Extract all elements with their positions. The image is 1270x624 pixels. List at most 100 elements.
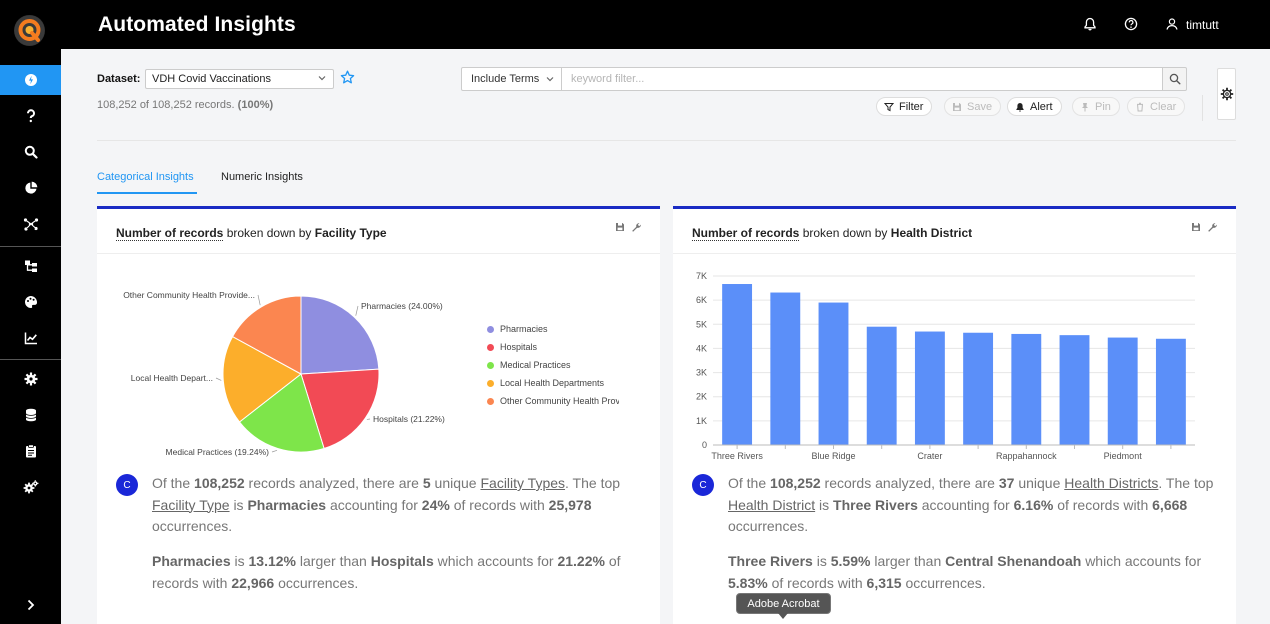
card-title-metric[interactable]: Number of records: [692, 226, 800, 241]
terms-mode-value: Include Terms: [471, 73, 540, 85]
legend-item[interactable]: Other Community Health Prov: [487, 392, 619, 410]
settings-button[interactable]: [1217, 68, 1236, 120]
legend-item[interactable]: Medical Practices: [487, 356, 619, 374]
y-tick-label: 5K: [696, 319, 707, 329]
filter-icon: [884, 102, 894, 111]
insight-card-health-district: Number of records broken down by Health …: [673, 206, 1236, 624]
tab-categorical-insights[interactable]: Categorical Insights: [97, 171, 194, 183]
tab-numeric-insights[interactable]: Numeric Insights: [221, 171, 303, 183]
alert-button-label: Alert: [1030, 100, 1053, 113]
insight-card-facility-type: Number of records broken down by Facilit…: [97, 206, 660, 624]
card-tools: [1191, 222, 1218, 233]
bar[interactable]: [1107, 337, 1138, 445]
sidebar-item-questions[interactable]: [0, 101, 61, 131]
insight-summary: Of the 108,252 records analyzed, there a…: [728, 475, 1214, 534]
clear-button-label: Clear: [1150, 100, 1177, 113]
card-title: Number of records broken down by Health …: [692, 226, 973, 241]
save-icon[interactable]: [615, 222, 625, 232]
legend-label: Pharmacies: [500, 324, 548, 334]
search-icon: [24, 145, 38, 159]
search-icon: [1169, 73, 1180, 85]
legend-item[interactable]: Hospitals: [487, 338, 619, 356]
pie-slice[interactable]: [238, 373, 325, 453]
sidebar-item-insights[interactable]: [0, 65, 61, 95]
pie-slice[interactable]: [300, 368, 380, 450]
dataset-label: Dataset:: [97, 73, 141, 85]
bar[interactable]: [1011, 333, 1042, 445]
sidebar-item-hierarchy[interactable]: [0, 251, 61, 281]
sidebar-item-settings[interactable]: [0, 364, 61, 394]
app-logo[interactable]: [14, 15, 45, 46]
sidebar-item-network[interactable]: [0, 209, 61, 239]
bell-icon: [1016, 102, 1024, 112]
pin-button[interactable]: Pin: [1072, 97, 1120, 116]
insights-icon: [24, 74, 37, 86]
header-divider: [97, 140, 1236, 141]
pie-slice[interactable]: [222, 335, 302, 423]
sidebar-divider: [0, 246, 61, 247]
bar[interactable]: [963, 332, 994, 445]
user-name[interactable]: timtutt: [1186, 18, 1219, 32]
star-icon[interactable]: [340, 70, 355, 90]
sidebar-item-trends[interactable]: [0, 323, 61, 353]
pie-legend: Pharmacies Hospitals Medical Practices L…: [487, 320, 619, 410]
search-button[interactable]: [1162, 67, 1187, 91]
pie-chart-icon: [24, 181, 37, 194]
sidebar-item-database[interactable]: [0, 400, 61, 430]
y-tick-label: 3K: [696, 368, 707, 378]
save-icon[interactable]: [1191, 222, 1201, 232]
insight-badge: C: [116, 474, 138, 496]
card-title-metric[interactable]: Number of records: [116, 226, 224, 241]
bar[interactable]: [1059, 335, 1090, 445]
sidebar-item-admin[interactable]: [0, 472, 61, 502]
pie-chart: Pharmacies (24.00%) Hospitals (21.22%) Med…: [123, 290, 445, 457]
active-tab-indicator: [97, 192, 197, 194]
clear-button[interactable]: Clear: [1127, 97, 1186, 116]
wrench-icon[interactable]: [1207, 222, 1218, 233]
help-icon[interactable]: [1124, 17, 1140, 33]
bar[interactable]: [866, 326, 897, 445]
palette-icon: [24, 296, 37, 308]
user-icon[interactable]: [1165, 17, 1181, 33]
alert-button[interactable]: Alert: [1007, 97, 1062, 116]
chevron-down-icon: [545, 74, 555, 87]
hierarchy-icon: [24, 260, 37, 272]
bar-chart: 0 1K 2K 3K 4K 5K 6K 7K Three Rivers Blue Ridge Cra…: [696, 271, 1195, 461]
pie-label-line: [215, 377, 222, 381]
sidebar-item-charts[interactable]: [0, 173, 61, 203]
card-title-dimension: Health District: [890, 226, 973, 240]
sidebar-item-palette[interactable]: [0, 287, 61, 317]
records-count-text: 108,252 of 108,252 records.: [97, 99, 235, 111]
bar[interactable]: [914, 331, 945, 445]
card-divider: [97, 253, 660, 254]
insight-summary: Of the 108,252 records analyzed, there a…: [152, 475, 621, 534]
bar[interactable]: [722, 284, 753, 445]
save-button[interactable]: Save: [944, 97, 1002, 116]
bar[interactable]: [770, 292, 801, 445]
bar[interactable]: [1155, 338, 1186, 445]
terms-mode-select[interactable]: Include Terms: [461, 67, 562, 91]
dataset-select-value: VDH Covid Vaccinations: [152, 73, 272, 85]
sidebar-item-search[interactable]: [0, 137, 61, 167]
legend-item[interactable]: Pharmacies: [487, 320, 619, 338]
pie-slice[interactable]: [300, 295, 380, 375]
card-tools: [615, 222, 642, 233]
y-tick-label: 2K: [696, 392, 707, 402]
card-title-mid: broken down by: [226, 226, 312, 240]
dataset-select[interactable]: VDH Covid Vaccinations: [145, 69, 334, 89]
sidebar-item-clipboard[interactable]: [0, 436, 61, 466]
card-title-mid: broken down by: [802, 226, 888, 240]
pie-slice-label: Pharmacies (24.00%): [361, 301, 443, 311]
filter-button[interactable]: Filter: [876, 97, 933, 116]
pie-slice[interactable]: [231, 295, 302, 375]
legend-label: Hospitals: [500, 342, 538, 352]
keyword-filter-input[interactable]: [561, 67, 1163, 91]
bell-icon[interactable]: [1083, 17, 1099, 33]
legend-item[interactable]: Local Health Departments: [487, 374, 619, 392]
wrench-icon[interactable]: [631, 222, 642, 233]
y-tick-label: 7K: [696, 271, 707, 281]
sidebar-expand-button[interactable]: [0, 590, 61, 620]
bar[interactable]: [818, 302, 849, 445]
main-content: Dataset: VDH Covid Vaccinations 108,252 …: [61, 49, 1270, 624]
